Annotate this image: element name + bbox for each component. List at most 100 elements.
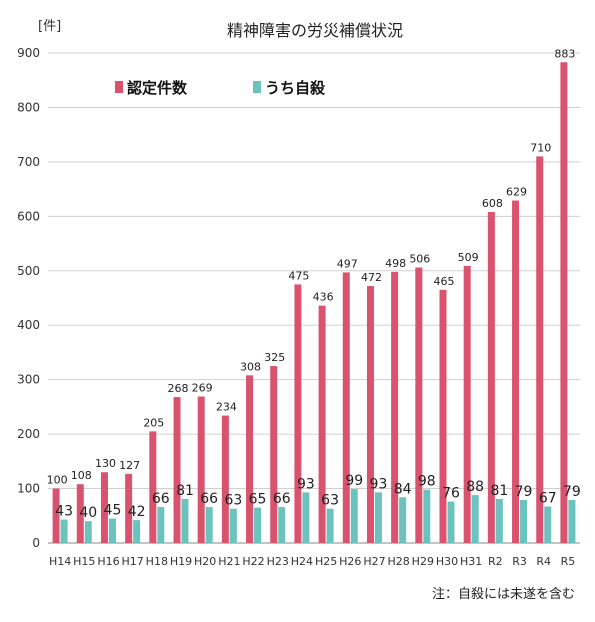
data-label-nintei: 268 bbox=[168, 382, 189, 395]
data-label-nintei: 509 bbox=[458, 251, 479, 264]
x-tick-label: H28 bbox=[387, 555, 409, 568]
data-label-jisatsu: 98 bbox=[418, 474, 436, 490]
data-label-nintei: 127 bbox=[119, 459, 140, 472]
legend-swatch bbox=[115, 81, 123, 93]
x-tick-label: H14 bbox=[49, 555, 71, 568]
data-label-nintei: 269 bbox=[192, 382, 213, 395]
bars-group: 100 43 108 40 130 45 127 42 205 66 268 81 269 66 234 63… bbox=[47, 47, 581, 544]
x-tick-label: R2 bbox=[488, 555, 503, 568]
bar-nintei bbox=[76, 484, 84, 543]
footnote: 注：自殺には未遂を含む bbox=[432, 586, 575, 602]
bar-nintei bbox=[246, 375, 254, 543]
x-tick-label: H31 bbox=[460, 555, 482, 568]
bar-nintei bbox=[366, 286, 374, 543]
bar-nintei bbox=[463, 265, 471, 543]
data-label-nintei: 130 bbox=[95, 457, 116, 470]
bar-nintei bbox=[221, 415, 229, 543]
data-label-nintei: 608 bbox=[482, 197, 503, 210]
bar-nintei bbox=[318, 305, 326, 543]
bar-jisatsu bbox=[60, 519, 68, 543]
x-tick-label: H30 bbox=[436, 555, 458, 568]
data-label-jisatsu: 66 bbox=[200, 491, 218, 507]
data-label-jisatsu: 84 bbox=[394, 481, 412, 497]
bar-jisatsu bbox=[84, 521, 92, 543]
data-label-nintei: 205 bbox=[143, 416, 164, 429]
bar-nintei bbox=[342, 272, 350, 543]
x-tick-label: H24 bbox=[291, 555, 313, 568]
data-label-nintei: 100 bbox=[47, 474, 68, 487]
data-label-jisatsu: 79 bbox=[515, 484, 533, 500]
data-label-jisatsu: 43 bbox=[55, 504, 73, 520]
x-tick-label: H22 bbox=[242, 555, 264, 568]
x-tick-label: H20 bbox=[194, 555, 216, 568]
data-label-jisatsu: 42 bbox=[128, 504, 146, 520]
x-tick-label: H17 bbox=[121, 555, 143, 568]
data-label-jisatsu: 99 bbox=[345, 473, 363, 489]
data-label-jisatsu: 88 bbox=[466, 479, 484, 495]
bar-nintei bbox=[415, 267, 423, 543]
x-tick-label: H25 bbox=[315, 555, 337, 568]
bar-jisatsu bbox=[399, 497, 407, 543]
x-tick-label: R4 bbox=[536, 555, 551, 568]
data-label-jisatsu: 63 bbox=[321, 493, 339, 509]
legend-label: うち自殺 bbox=[265, 79, 326, 97]
data-label-jisatsu: 65 bbox=[249, 492, 267, 508]
bar-nintei bbox=[294, 284, 302, 543]
data-label-nintei: 325 bbox=[264, 351, 285, 364]
y-tick-label: 900 bbox=[17, 46, 40, 60]
legend-label: 認定件数 bbox=[127, 79, 188, 97]
bar-jisatsu bbox=[423, 489, 431, 543]
data-label-jisatsu: 66 bbox=[152, 491, 170, 507]
data-label-nintei: 475 bbox=[288, 269, 309, 282]
y-tick-label: 200 bbox=[17, 427, 40, 441]
y-axis-ticks: 0 100 200 300 400 500 600 700 800 900 bbox=[17, 46, 40, 550]
bar-nintei bbox=[270, 366, 278, 543]
bar-nintei bbox=[125, 473, 133, 543]
bar-nintei bbox=[197, 396, 205, 543]
y-tick-label: 300 bbox=[17, 373, 40, 387]
data-label-jisatsu: 93 bbox=[297, 476, 315, 492]
bar-jisatsu bbox=[302, 492, 310, 543]
data-label-jisatsu: 81 bbox=[176, 483, 194, 499]
data-label-jisatsu: 79 bbox=[563, 484, 581, 500]
legend-swatch bbox=[253, 81, 261, 93]
y-tick-label: 600 bbox=[17, 209, 40, 223]
x-tick-label: H21 bbox=[218, 555, 240, 568]
bar-jisatsu bbox=[157, 507, 165, 543]
bar-jisatsu bbox=[229, 508, 237, 543]
data-label-nintei: 497 bbox=[337, 257, 358, 270]
bar-jisatsu bbox=[350, 489, 358, 543]
bar-jisatsu bbox=[133, 520, 141, 543]
bar-jisatsu bbox=[254, 507, 262, 543]
bar-jisatsu bbox=[108, 518, 116, 543]
x-tick-label: R3 bbox=[512, 555, 527, 568]
data-label-nintei: 629 bbox=[506, 186, 527, 199]
gridlines bbox=[48, 52, 580, 544]
data-label-nintei: 465 bbox=[434, 275, 455, 288]
data-label-nintei: 436 bbox=[313, 291, 334, 304]
x-axis-ticks: H14 H15 H16 H17 H18 H19 H20 H21 H22 H23 H24 H25 H26 H… bbox=[49, 555, 575, 568]
bar-nintei bbox=[100, 472, 108, 543]
x-tick-label: H15 bbox=[73, 555, 95, 568]
bar-jisatsu bbox=[471, 495, 479, 543]
bar-jisatsu bbox=[544, 506, 552, 543]
x-tick-label: H19 bbox=[170, 555, 192, 568]
data-label-nintei: 498 bbox=[385, 257, 406, 270]
x-tick-label: H27 bbox=[363, 555, 385, 568]
data-label-jisatsu: 76 bbox=[442, 486, 460, 502]
bar-nintei bbox=[173, 397, 181, 543]
bar-jisatsu bbox=[520, 499, 528, 543]
data-label-nintei: 883 bbox=[554, 47, 575, 60]
data-label-jisatsu: 63 bbox=[224, 493, 242, 509]
bar-jisatsu bbox=[326, 508, 334, 543]
y-tick-label: 500 bbox=[17, 264, 40, 278]
x-tick-label: H23 bbox=[267, 555, 289, 568]
bar-jisatsu bbox=[278, 507, 286, 543]
data-label-nintei: 108 bbox=[71, 469, 92, 482]
x-tick-label: H29 bbox=[412, 555, 434, 568]
bar-jisatsu bbox=[568, 499, 576, 543]
bar-nintei bbox=[560, 62, 568, 543]
bar-jisatsu bbox=[495, 498, 503, 543]
bar-jisatsu bbox=[205, 507, 213, 543]
data-label-nintei: 710 bbox=[530, 141, 551, 154]
